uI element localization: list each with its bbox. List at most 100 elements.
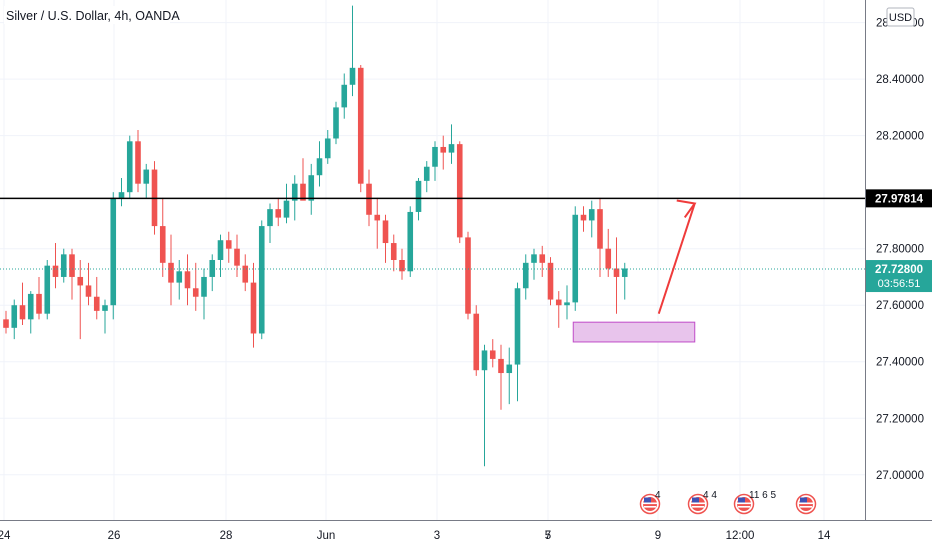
candle bbox=[605, 228, 612, 277]
candle bbox=[60, 248, 67, 283]
candle bbox=[201, 268, 207, 320]
price-tick-label: 27.80000 bbox=[876, 244, 924, 256]
candle-body bbox=[465, 237, 471, 314]
candle bbox=[588, 200, 595, 238]
price-tick-label: 27.20000 bbox=[876, 413, 924, 425]
candle-body bbox=[366, 183, 372, 215]
candle bbox=[333, 101, 339, 145]
bar-countdown: 03:56:51 bbox=[878, 278, 921, 290]
event-count: 11 6 5 bbox=[749, 490, 776, 501]
candle-body bbox=[300, 183, 306, 201]
candle bbox=[52, 243, 59, 289]
candle bbox=[143, 163, 150, 198]
candle bbox=[415, 178, 422, 221]
candle-body bbox=[597, 209, 603, 249]
candle bbox=[448, 124, 455, 164]
candle-body bbox=[621, 268, 628, 277]
us-flag-icon[interactable] bbox=[795, 493, 817, 515]
candle bbox=[168, 234, 174, 306]
candle bbox=[27, 291, 34, 334]
candle bbox=[308, 163, 315, 215]
title-background bbox=[4, 6, 170, 24]
us-flag-icon[interactable]: 11 6 5 bbox=[733, 490, 777, 515]
candle-body bbox=[588, 209, 595, 221]
event-count: 4 bbox=[655, 490, 661, 501]
candle bbox=[399, 248, 405, 280]
candle bbox=[258, 220, 265, 340]
candle-body bbox=[308, 175, 315, 201]
candle bbox=[69, 248, 75, 300]
candle-body bbox=[192, 288, 199, 297]
forecast-arrow[interactable] bbox=[657, 199, 697, 315]
time-axis[interactable]: 24 26 28 Jun 3 57 9 12:00 14 bbox=[0, 530, 831, 542]
candle-body bbox=[357, 67, 364, 184]
candle bbox=[267, 203, 273, 244]
us-flag-icon[interactable]: 4 4 bbox=[687, 490, 718, 515]
time-tick-label: 12:00 bbox=[726, 530, 755, 542]
candle bbox=[77, 260, 84, 340]
currency-label: USD bbox=[889, 12, 912, 24]
time-tick-label: 3 bbox=[434, 530, 440, 542]
candle-body bbox=[126, 141, 133, 193]
candle bbox=[613, 237, 620, 314]
candle-body bbox=[85, 285, 92, 297]
candle-body bbox=[44, 265, 51, 314]
candle bbox=[432, 141, 438, 181]
candle-body bbox=[489, 350, 496, 359]
candle-body bbox=[605, 248, 612, 269]
candle-body bbox=[267, 209, 273, 227]
candle bbox=[85, 262, 92, 306]
time-tick-label: 28 bbox=[220, 530, 233, 542]
candle-body bbox=[382, 220, 389, 244]
candle bbox=[192, 262, 199, 311]
candle bbox=[118, 178, 125, 207]
candles[interactable] bbox=[3, 5, 628, 467]
price-tick-label: 28.20000 bbox=[876, 131, 924, 143]
candle-body bbox=[209, 260, 216, 277]
currency-button[interactable]: USD bbox=[886, 7, 915, 27]
candle bbox=[225, 231, 232, 263]
candle-body bbox=[316, 158, 323, 176]
candle bbox=[3, 310, 9, 334]
price-tick-label: 28.40000 bbox=[876, 74, 924, 86]
us-flag-icon[interactable]: 4 bbox=[639, 490, 662, 515]
candle bbox=[456, 141, 463, 244]
candle bbox=[423, 161, 430, 193]
candle bbox=[522, 254, 529, 300]
candle bbox=[300, 158, 306, 201]
candle-body bbox=[168, 262, 174, 283]
candle-body bbox=[93, 296, 100, 311]
candle-body bbox=[176, 271, 183, 283]
candle bbox=[184, 254, 191, 306]
economic-events[interactable]: 4 4 4 11 6 5 bbox=[639, 490, 817, 515]
candle-body bbox=[407, 211, 414, 272]
candle bbox=[234, 234, 240, 277]
candle-body bbox=[234, 248, 240, 266]
candle bbox=[44, 260, 51, 320]
price-tick-label: 27.40000 bbox=[876, 357, 924, 369]
candle bbox=[547, 257, 554, 306]
time-tick-label: 9 bbox=[655, 530, 661, 542]
current-price-value: 27.72800 bbox=[875, 264, 923, 276]
candle-body bbox=[52, 265, 59, 277]
candle-body bbox=[250, 282, 257, 334]
candle-body bbox=[201, 276, 207, 297]
candle bbox=[349, 5, 356, 97]
candle-body bbox=[374, 214, 381, 221]
candle bbox=[555, 291, 562, 328]
candle-body bbox=[11, 305, 18, 328]
candle-body bbox=[27, 293, 34, 320]
candle bbox=[382, 214, 389, 263]
candle-body bbox=[580, 214, 587, 221]
candle bbox=[539, 245, 546, 277]
candle bbox=[341, 73, 348, 119]
candle bbox=[316, 141, 323, 187]
candle-body bbox=[498, 358, 504, 374]
candle-body bbox=[448, 144, 455, 153]
candle-body bbox=[547, 262, 554, 300]
candle bbox=[159, 197, 166, 277]
support-zone-rectangle[interactable] bbox=[572, 321, 696, 343]
event-count: 4 4 bbox=[703, 490, 717, 501]
candle bbox=[250, 262, 257, 348]
